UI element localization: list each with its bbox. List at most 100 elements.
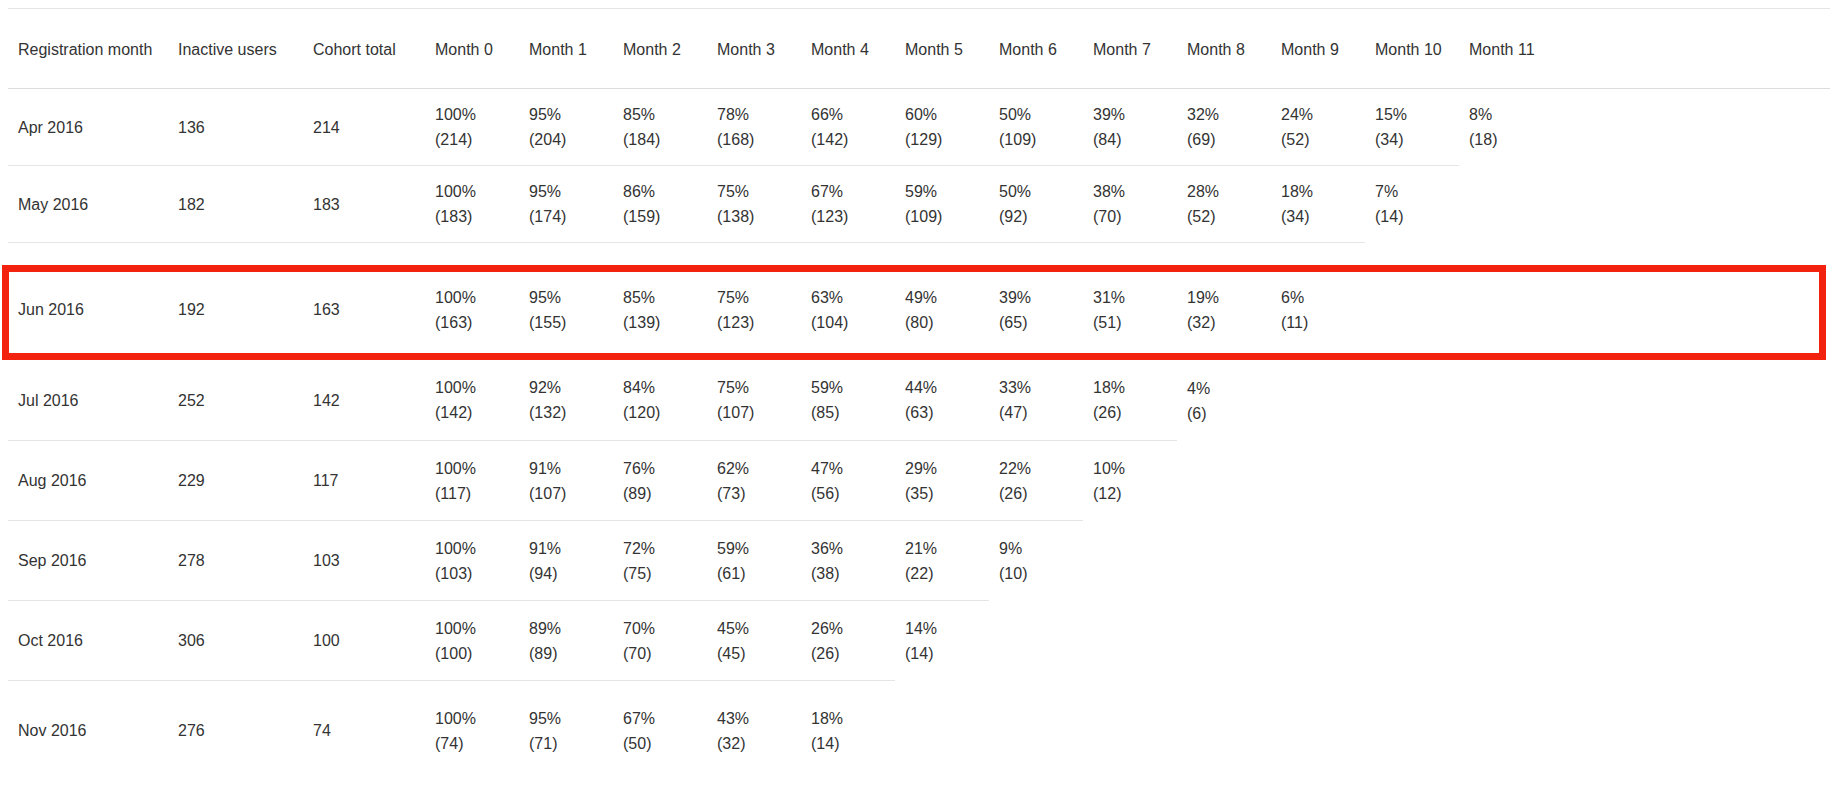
retention-percent: 95% (529, 179, 605, 204)
retention-count: (38) (811, 561, 887, 586)
month-9-cell (1271, 521, 1365, 601)
cohort-total-cell-value: 142 (313, 388, 417, 413)
retention-percent: 67% (811, 179, 887, 204)
retention-percent: 6% (1281, 285, 1357, 310)
month-0-cell: 100%(142) (425, 361, 519, 441)
registration-month-cell: Nov 2016 (8, 681, 168, 781)
retention-count: (34) (1281, 204, 1357, 229)
month-6-cell: 50%(109) (989, 89, 1083, 166)
cohort-row: Jul 2016252142100%(142)92%(132)84%(120)7… (8, 361, 1830, 441)
inactive-users-cell-value: 276 (178, 718, 295, 743)
month-8-cell (1177, 521, 1271, 601)
retention-count: (51) (1093, 310, 1169, 335)
retention-count: (22) (905, 561, 981, 586)
retention-count: (14) (905, 641, 981, 666)
retention-percent: 24% (1281, 102, 1357, 127)
month-8-cell: 32%(69) (1177, 89, 1271, 166)
month-10-cell (1365, 243, 1459, 361)
registration-month-cell: Oct 2016 (8, 601, 168, 681)
retention-count: (69) (1187, 127, 1263, 152)
inactive-users-cell: 276 (168, 681, 303, 781)
month-4-cell: 26%(26) (801, 601, 895, 681)
column-header-9: Month 6 (989, 9, 1083, 89)
column-header-11: Month 8 (1177, 9, 1271, 89)
retention-count: (155) (529, 310, 605, 335)
month-10-cell: 7%(14) (1365, 166, 1459, 243)
column-header-0: Registration month (8, 9, 168, 89)
retention-percent: 78% (717, 102, 793, 127)
retention-count: (89) (623, 481, 699, 506)
retention-percent: 43% (717, 706, 793, 731)
retention-count: (85) (811, 400, 887, 425)
column-header-13: Month 10 (1365, 9, 1459, 89)
registration-month-cell-value: Jun 2016 (18, 297, 160, 322)
inactive-users-cell-value: 252 (178, 388, 295, 413)
retention-count: (71) (529, 731, 605, 756)
month-8-cell (1177, 681, 1271, 781)
retention-count: (123) (717, 310, 793, 335)
month-3-cell: 75%(138) (707, 166, 801, 243)
month-5-cell: 21%(22) (895, 521, 989, 601)
month-9-cell: 24%(52) (1271, 89, 1365, 166)
retention-count: (52) (1281, 127, 1357, 152)
retention-percent: 95% (529, 102, 605, 127)
retention-percent: 95% (529, 285, 605, 310)
retention-percent: 95% (529, 706, 605, 731)
month-0-cell: 100%(100) (425, 601, 519, 681)
retention-percent: 84% (623, 375, 699, 400)
retention-percent: 92% (529, 375, 605, 400)
cohort-total-cell: 163 (303, 243, 425, 361)
month-2-cell: 85%(184) (613, 89, 707, 166)
month-2-cell: 67%(50) (613, 681, 707, 781)
month-1-cell: 95%(174) (519, 166, 613, 243)
month-11-cell (1459, 166, 1830, 243)
retention-count: (183) (435, 204, 511, 229)
retention-percent: 36% (811, 536, 887, 561)
retention-count: (139) (623, 310, 699, 335)
month-5-cell: 44%(63) (895, 361, 989, 441)
retention-percent: 91% (529, 536, 605, 561)
retention-count: (45) (717, 641, 793, 666)
month-11-cell (1459, 441, 1830, 521)
cohort-total-cell-value: 103 (313, 548, 417, 573)
month-7-cell (1083, 681, 1177, 781)
retention-count: (107) (717, 400, 793, 425)
month-2-cell: 70%(70) (613, 601, 707, 681)
cohort-total-cell-value: 163 (313, 297, 417, 322)
month-10-cell (1365, 601, 1459, 681)
registration-month-cell-value: Apr 2016 (18, 115, 160, 140)
retention-count: (52) (1187, 204, 1263, 229)
retention-percent: 7% (1375, 179, 1451, 204)
retention-count: (123) (811, 204, 887, 229)
inactive-users-cell-value: 192 (178, 297, 295, 322)
inactive-users-cell: 136 (168, 89, 303, 166)
retention-percent: 72% (623, 536, 699, 561)
column-header-5: Month 2 (613, 9, 707, 89)
retention-count: (84) (1093, 127, 1169, 152)
month-4-cell: 47%(56) (801, 441, 895, 521)
retention-percent: 85% (623, 285, 699, 310)
month-8-cell: 28%(52) (1177, 166, 1271, 243)
month-1-cell: 91%(94) (519, 521, 613, 601)
inactive-users-cell: 252 (168, 361, 303, 441)
registration-month-cell-value: Nov 2016 (18, 718, 160, 743)
retention-count: (14) (811, 731, 887, 756)
column-header-2: Cohort total (303, 9, 425, 89)
retention-percent: 18% (1093, 375, 1169, 400)
retention-percent: 75% (717, 375, 793, 400)
inactive-users-cell-value: 182 (178, 192, 295, 217)
month-11-cell: 8%(18) (1459, 89, 1830, 166)
month-7-cell: 10%(12) (1083, 441, 1177, 521)
month-11-cell (1459, 601, 1830, 681)
retention-percent: 22% (999, 456, 1075, 481)
inactive-users-cell-value: 278 (178, 548, 295, 573)
retention-percent: 18% (811, 706, 887, 731)
retention-percent: 47% (811, 456, 887, 481)
month-6-cell (989, 681, 1083, 781)
month-11-cell (1459, 361, 1830, 441)
retention-count: (34) (1375, 127, 1451, 152)
month-2-cell: 84%(120) (613, 361, 707, 441)
retention-count: (184) (623, 127, 699, 152)
retention-percent: 75% (717, 285, 793, 310)
retention-count: (12) (1093, 481, 1169, 506)
